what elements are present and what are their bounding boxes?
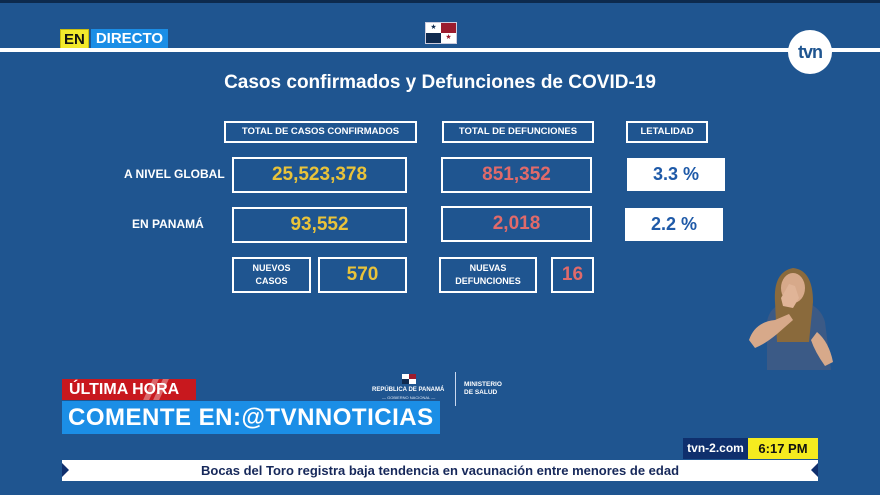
top-divider-line bbox=[0, 48, 880, 52]
gov-text-gobierno: — GOBIERNO NACIONAL — bbox=[382, 395, 436, 400]
row-label-panama: EN PANAMÁ bbox=[132, 217, 204, 231]
ticker-left-arrow-icon bbox=[62, 463, 69, 477]
panama-deaths-value: 2,018 bbox=[441, 206, 592, 242]
ticker-right-arrow-icon bbox=[811, 463, 818, 477]
global-lethality-value: 3.3 % bbox=[627, 158, 725, 191]
header-total-confirmed: TOTAL DE CASOS CONFIRMADOS bbox=[224, 121, 417, 143]
global-deaths-value: 851,352 bbox=[441, 157, 592, 193]
sign-language-interpreter bbox=[745, 262, 840, 370]
new-deaths-label: NUEVAS DEFUNCIONES bbox=[439, 257, 537, 293]
headline-banner: COMENTE EN:@TVNNOTICIAS bbox=[62, 401, 440, 434]
tvn-logo: tvn bbox=[788, 30, 832, 74]
ministerio-de-salud-logo: REPÚBLICA DE PANAMÁ — GOBIERNO NACIONAL … bbox=[368, 372, 508, 408]
panama-confirmed-value: 93,552 bbox=[232, 207, 407, 243]
header-total-deaths: TOTAL DE DEFUNCIONES bbox=[442, 121, 594, 143]
new-cases-label-line2: CASOS bbox=[255, 276, 288, 286]
gov-flag-icon bbox=[402, 374, 416, 384]
row-label-global: A NIVEL GLOBAL bbox=[124, 167, 225, 181]
live-badge-directo: DIRECTO bbox=[90, 29, 169, 49]
new-cases-label-line1: NUEVOS bbox=[252, 263, 291, 273]
new-deaths-label-line2: DEFUNCIONES bbox=[455, 276, 521, 286]
breaking-news-text: ÚLTIMA HORA bbox=[69, 381, 180, 398]
header-lethality: LETALIDAD bbox=[626, 121, 708, 143]
live-badge-en: EN bbox=[60, 29, 89, 49]
live-badge: EN DIRECTO bbox=[60, 29, 169, 49]
news-ticker: Bocas del Toro registra baja tendencia e… bbox=[62, 460, 818, 481]
top-frame-edge bbox=[0, 0, 880, 3]
gov-text-ministerio: MINISTERIO DE SALUD bbox=[464, 381, 502, 397]
new-deaths-value: 16 bbox=[551, 257, 594, 293]
ticker-text: Bocas del Toro registra baja tendencia e… bbox=[200, 463, 680, 478]
new-cases-value: 570 bbox=[318, 257, 407, 293]
new-cases-label: NUEVOS CASOS bbox=[232, 257, 311, 293]
panama-flag-icon: ★ ★ bbox=[425, 22, 457, 44]
global-confirmed-value: 25,523,378 bbox=[232, 157, 407, 193]
breaking-news-label: ÚLTIMA HORA bbox=[62, 379, 196, 400]
infographic-title: Casos confirmados y Defunciones de COVID… bbox=[224, 72, 656, 93]
new-deaths-label-line1: NUEVAS bbox=[469, 263, 507, 273]
clock-time: 6:17 PM bbox=[748, 438, 818, 459]
ministry-line1: MINISTERIO bbox=[464, 381, 502, 388]
ministry-line2: DE SALUD bbox=[464, 389, 498, 396]
panama-lethality-value: 2.2 % bbox=[625, 208, 723, 241]
gov-divider bbox=[455, 372, 456, 406]
gov-text-republica: REPÚBLICA DE PANAMÁ bbox=[372, 387, 445, 393]
website-label: tvn-2.com bbox=[683, 438, 748, 459]
